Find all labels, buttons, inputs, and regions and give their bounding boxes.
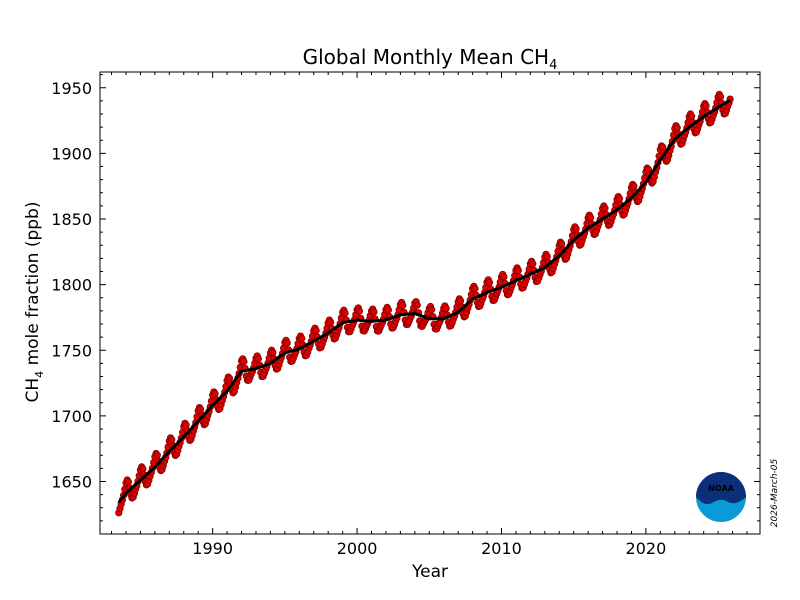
monthly-point [240,357,248,366]
monthly-point [485,278,494,286]
x-tick-label: 2020 [626,539,667,558]
monthly-point [601,204,609,212]
date-stamp: 2026-March-05 [770,458,780,527]
monthly-point [413,301,421,309]
y-tick-label: 1650 [51,473,92,492]
monthly-point [471,285,479,293]
monthly-point [153,451,161,459]
monthly-point [341,309,349,317]
monthly-point [688,112,696,120]
axis-ticks: 1650 1700 1750 1800 1850 1900 1950 1990 2000 2010… [51,72,760,558]
x-tick-label: 1990 [192,539,233,558]
monthly-point [124,478,132,486]
x-tick-label: 2000 [337,539,378,558]
y-tick-label: 1700 [51,407,92,426]
monthly-point [442,304,450,313]
monthly-point [197,405,205,413]
y-axis-label: CH4 mole fraction (ppb) [23,202,46,403]
monthly-point [529,260,537,268]
y-tick-label: 1900 [51,144,92,163]
monthly-point [716,93,725,101]
monthly-point [630,182,638,190]
x-tick-label: 2010 [481,539,522,558]
monthly-point [168,436,176,444]
monthly-point [355,307,364,315]
monthly-point [514,266,522,274]
monthly-point [673,124,681,132]
monthly-point [543,252,551,260]
monthly-point [399,301,407,309]
monthly-point [572,225,580,233]
y-tick-label: 1750 [51,341,92,360]
trend-line [117,98,731,504]
monthly-point [500,273,508,281]
monthly-point [269,348,277,356]
monthly-point [558,240,566,248]
monthly-point [384,306,392,314]
monthly-point [254,354,262,363]
monthly-point [211,390,219,398]
monthly-point [326,318,335,326]
monthly-point [456,297,465,305]
monthly-point [312,326,320,335]
monthly-point [586,213,595,222]
monthly-point [615,195,624,203]
plot-frame [99,71,761,535]
monthly-point [182,421,190,429]
monthly-point [428,305,436,314]
chart-title: Global Monthly Mean CH4 [303,45,558,73]
monthly-point [370,308,378,316]
monthly-point [298,334,306,342]
monthly-point [139,465,147,473]
y-tick-label: 1850 [51,210,92,229]
x-axis-label: Year [411,562,448,582]
monthly-point [702,102,710,110]
y-tick-label: 1950 [51,79,92,98]
logo-text: NOAA [708,484,734,493]
monthly-point [283,339,291,347]
y-tick-label: 1800 [51,276,92,295]
noaa-logo: NOAA [696,472,746,522]
